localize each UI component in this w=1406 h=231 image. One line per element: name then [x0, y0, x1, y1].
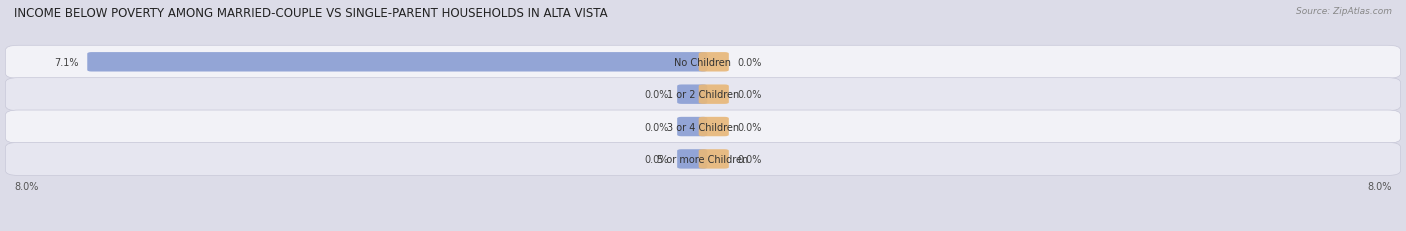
Text: 0.0%: 0.0% — [644, 122, 669, 132]
Text: 0.0%: 0.0% — [738, 58, 762, 67]
Text: 0.0%: 0.0% — [738, 90, 762, 100]
FancyBboxPatch shape — [6, 78, 1400, 111]
Text: INCOME BELOW POVERTY AMONG MARRIED-COUPLE VS SINGLE-PARENT HOUSEHOLDS IN ALTA VI: INCOME BELOW POVERTY AMONG MARRIED-COUPL… — [14, 7, 607, 20]
Text: No Children: No Children — [675, 58, 731, 67]
Text: 1 or 2 Children: 1 or 2 Children — [666, 90, 740, 100]
FancyBboxPatch shape — [699, 117, 728, 137]
FancyBboxPatch shape — [6, 111, 1400, 143]
FancyBboxPatch shape — [699, 85, 728, 104]
Text: 5 or more Children: 5 or more Children — [658, 154, 748, 164]
Text: 8.0%: 8.0% — [14, 181, 38, 191]
Text: 8.0%: 8.0% — [1368, 181, 1392, 191]
Text: 7.1%: 7.1% — [55, 58, 79, 67]
FancyBboxPatch shape — [87, 53, 707, 72]
FancyBboxPatch shape — [699, 149, 728, 169]
Text: 0.0%: 0.0% — [644, 154, 669, 164]
FancyBboxPatch shape — [678, 117, 707, 137]
FancyBboxPatch shape — [699, 53, 728, 72]
Text: 3 or 4 Children: 3 or 4 Children — [666, 122, 740, 132]
Text: 0.0%: 0.0% — [644, 90, 669, 100]
Text: 0.0%: 0.0% — [738, 122, 762, 132]
Text: Source: ZipAtlas.com: Source: ZipAtlas.com — [1296, 7, 1392, 16]
FancyBboxPatch shape — [678, 149, 707, 169]
FancyBboxPatch shape — [6, 143, 1400, 176]
FancyBboxPatch shape — [678, 85, 707, 104]
FancyBboxPatch shape — [6, 46, 1400, 79]
Text: 0.0%: 0.0% — [738, 154, 762, 164]
